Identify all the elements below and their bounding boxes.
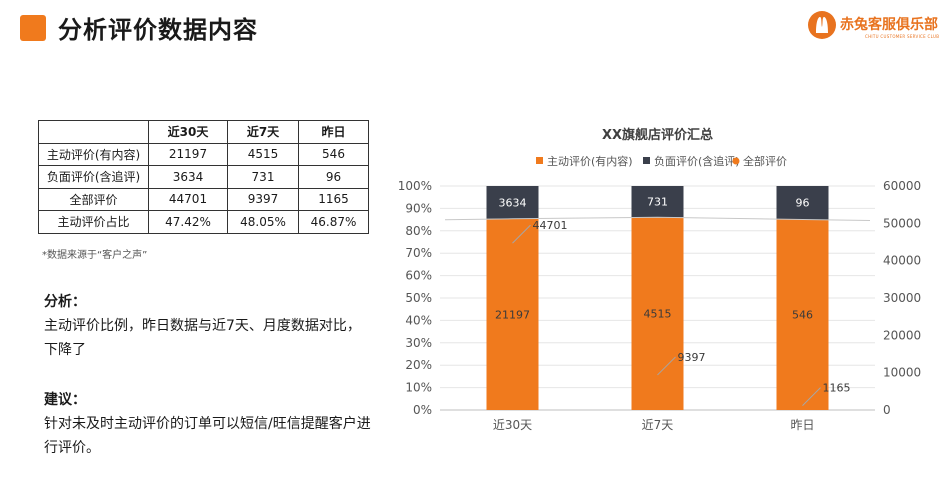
table-cell: 全部评价	[38, 187, 149, 211]
x-tick-label: 近30天	[493, 418, 532, 432]
leader-line	[657, 356, 676, 376]
y-right-tick-label: 0	[883, 403, 891, 417]
bar-value-label: 4515	[644, 308, 672, 321]
logo-name: 赤兔客服俱乐部	[840, 17, 938, 33]
table-cell: 主动评价(有内容)	[38, 142, 149, 166]
bar-value-label: 96	[796, 197, 810, 210]
table-cell: 546	[298, 142, 369, 166]
suggestion-text: 针对未及时主动评价的订单可以短信/旺信提醒客户进行评价。	[44, 416, 371, 456]
bar-negative-review	[486, 186, 539, 219]
leader-line	[802, 387, 821, 407]
evaluation-table: 近30天 近7天 昨日 主动评价(有内容) 21197 4515 546 负面评…	[38, 120, 369, 234]
bar-value-label: 731	[647, 196, 668, 209]
table-header-row: 近30天 近7天 昨日	[38, 120, 369, 144]
table-cell: 1165	[298, 187, 369, 211]
total-value-label: 44701	[533, 219, 568, 232]
page-title: 分析评价数据内容	[58, 16, 258, 44]
table-cell: 96	[298, 165, 369, 189]
y-right-tick-label: 10000	[883, 366, 921, 380]
y-left-tick-label: 60%	[405, 269, 432, 283]
total-value-label: 9397	[678, 351, 706, 364]
bar-value-label: 3634	[499, 196, 527, 209]
bar-positive-review	[631, 217, 684, 410]
table-row: 负面评价(含追评) 3634 731 96	[38, 165, 369, 189]
legend-label: 全部评价	[743, 154, 787, 168]
chart-title: XX旗舰店评价汇总	[602, 127, 713, 143]
y-left-tick-label: 20%	[405, 358, 432, 372]
table-row: 主动评价占比 47.42% 48.05% 46.87%	[38, 210, 369, 234]
table-cell: 44701	[148, 187, 228, 211]
source-note: *数据来源于“客户之声”	[42, 250, 148, 261]
y-right-tick-label: 30000	[883, 291, 921, 305]
y-left-tick-label: 10%	[405, 381, 432, 395]
y-right-tick-label: 20000	[883, 328, 921, 342]
table-cell: 47.42%	[148, 210, 228, 234]
analysis-heading: 分析：	[44, 294, 86, 310]
table-header-cell: 昨日	[298, 120, 369, 144]
table-cell: 9397	[227, 187, 299, 211]
table-cell: 46.87%	[298, 210, 369, 234]
club-logo: 赤兔客服俱乐部 CHITU CUSTOMER SERVICE CLUB	[807, 8, 947, 48]
bar-negative-review	[776, 186, 829, 220]
table-row: 全部评价 44701 9397 1165	[38, 187, 369, 211]
x-tick-label: 近7天	[642, 418, 674, 432]
title-marker	[20, 15, 46, 41]
logo-subtitle: CHITU CUSTOMER SERVICE CLUB	[865, 34, 940, 39]
legend-label: 主动评价(有内容)	[547, 154, 633, 168]
y-left-tick-label: 70%	[405, 246, 432, 260]
table-cell: 3634	[148, 165, 228, 189]
table-cell: 4515	[227, 142, 299, 166]
total-value-label: 1165	[823, 382, 851, 395]
y-right-tick-label: 60000	[883, 179, 921, 193]
table-header-cell	[38, 120, 149, 144]
legend-marker	[536, 157, 543, 164]
series-line-total	[444, 216, 871, 221]
table-cell: 21197	[148, 142, 228, 166]
bar-value-label: 546	[792, 309, 813, 322]
y-left-tick-label: 80%	[405, 224, 432, 238]
table-cell: 主动评价占比	[38, 210, 149, 234]
y-left-tick-label: 0%	[413, 403, 432, 417]
analysis-text: 主动评价比例，昨日数据与近7天、月度数据对比，下降了	[44, 318, 361, 358]
legend-label: 负面评价(含追评)	[654, 154, 740, 168]
bar-positive-review	[776, 219, 829, 410]
suggestion-heading: 建议：	[44, 392, 86, 408]
table-row: 主动评价(有内容) 21197 4515 546	[38, 142, 369, 166]
legend-marker	[732, 157, 740, 165]
y-left-tick-label: 30%	[405, 336, 432, 350]
bar-value-label: 21197	[495, 308, 530, 321]
table-cell: 48.05%	[227, 210, 299, 234]
y-right-tick-label: 50000	[883, 216, 921, 230]
y-left-tick-label: 100%	[398, 179, 432, 193]
bar-negative-review	[631, 186, 684, 218]
x-tick-label: 昨日	[790, 418, 814, 432]
legend-marker	[643, 157, 650, 164]
rabbit-logo-icon	[808, 11, 836, 39]
y-left-tick-label: 50%	[405, 291, 432, 305]
y-left-tick-label: 90%	[405, 201, 432, 215]
y-left-tick-label: 40%	[405, 313, 432, 327]
leader-line	[512, 224, 531, 244]
bar-positive-review	[486, 218, 539, 410]
table-header-cell: 近7天	[227, 120, 299, 144]
table-cell: 731	[227, 165, 299, 189]
y-right-tick-label: 40000	[883, 254, 921, 268]
table-cell: 负面评价(含追评)	[38, 165, 149, 189]
table-header-cell: 近30天	[148, 120, 228, 144]
